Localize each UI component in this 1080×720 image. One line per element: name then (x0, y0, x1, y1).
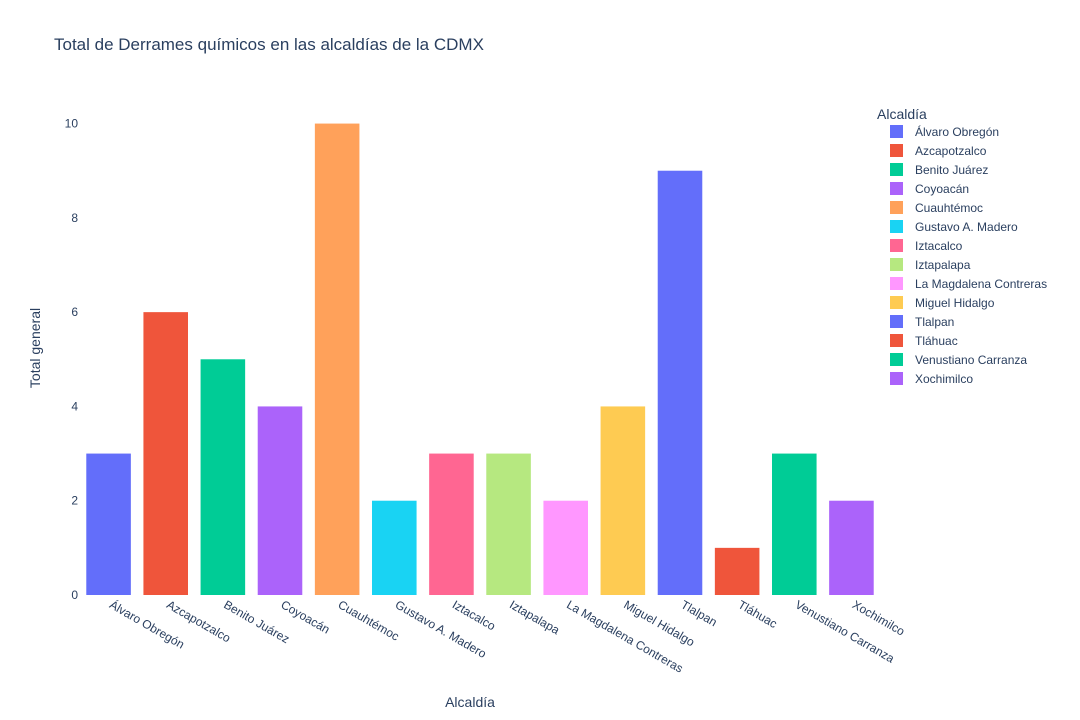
legend: Alcaldía Álvaro Obregón Azcapotzalco Benit… (877, 106, 1047, 386)
x-tick-label: Cuauhtémoc (336, 597, 402, 643)
chart-title: Total de Derrames químicos en las alcald… (54, 35, 484, 54)
legend-item-alvaro-obregon[interactable]: Álvaro Obregón (915, 124, 999, 139)
legend-item-azcapotzalco[interactable]: Azcapotzalco (915, 144, 987, 158)
bar-alvaro-obregon (86, 453, 131, 595)
y-tick-label: 4 (71, 399, 78, 413)
bars (86, 123, 874, 596)
x-tick-label: Tláhuac (736, 597, 780, 630)
legend-item-iztapalapa[interactable]: Iztapalapa (915, 258, 971, 272)
x-tick-label: Iztacalco (450, 597, 498, 633)
x-axis-title: Alcaldía (445, 694, 495, 710)
legend-swatch[interactable] (890, 277, 903, 290)
x-tick-label: Iztapalapa (507, 597, 562, 637)
legend-item-xochimilco[interactable]: Xochimilco (915, 372, 973, 386)
legend-swatch[interactable] (890, 372, 903, 385)
y-tick-label: 0 (71, 588, 78, 602)
legend-item-iztacalco[interactable]: Iztacalco (915, 239, 963, 253)
bar-azcapotzalco (143, 312, 188, 595)
legend-swatch[interactable] (890, 144, 903, 157)
bar-la-magdalena-contreras (543, 500, 588, 595)
legend-swatch[interactable] (890, 220, 903, 233)
legend-swatch[interactable] (890, 258, 903, 271)
y-tick-label: 10 (65, 117, 79, 131)
legend-swatch[interactable] (890, 182, 903, 195)
y-tick-label: 2 (71, 494, 78, 508)
legend-item-tlalpan[interactable]: Tlalpan (915, 315, 954, 329)
legend-swatch[interactable] (890, 334, 903, 347)
bar-gustavo-a-madero (372, 500, 417, 595)
bar-venustiano-carranza (772, 453, 817, 595)
y-axis-title: Total general (27, 308, 43, 388)
legend-swatch[interactable] (890, 353, 903, 366)
legend-item-coyoacan[interactable]: Coyoacán (915, 182, 969, 196)
legend-swatch[interactable] (890, 239, 903, 252)
y-axis-ticks: 0 2 4 6 8 10 (65, 117, 79, 602)
y-tick-label: 8 (71, 211, 78, 225)
bar-tlahuac (714, 547, 760, 595)
legend-swatch[interactable] (890, 163, 903, 176)
legend-swatch[interactable] (890, 201, 903, 214)
legend-item-cuauhtemoc[interactable]: Cuauhtémoc (915, 201, 983, 215)
y-tick-label: 6 (71, 305, 78, 319)
legend-swatch[interactable] (890, 296, 903, 309)
x-tick-label: Tlalpan (679, 597, 720, 629)
legend-item-la-magdalena-contreras[interactable]: La Magdalena Contreras (915, 277, 1047, 291)
legend-item-tlahuac[interactable]: Tláhuac (915, 334, 958, 348)
legend-title: Alcaldía (877, 106, 927, 122)
bar-tlalpan (657, 170, 703, 595)
legend-item-gustavo-a-madero[interactable]: Gustavo A. Madero (915, 220, 1018, 234)
legend-item-venustiano-carranza[interactable]: Venustiano Carranza (915, 353, 1027, 367)
legend-items: Álvaro Obregón Azcapotzalco Benito Juárez C… (890, 124, 1047, 386)
bar-coyoacan (257, 406, 303, 595)
bar-miguel-hidalgo (600, 406, 646, 595)
legend-swatch[interactable] (890, 125, 903, 138)
bar-benito-juarez (200, 359, 246, 595)
bar-iztapalapa (486, 453, 531, 595)
legend-item-miguel-hidalgo[interactable]: Miguel Hidalgo (915, 296, 995, 310)
bar-iztacalco (429, 453, 474, 595)
bar-xochimilco (829, 500, 874, 595)
bar-cuauhtemoc (314, 123, 360, 596)
legend-item-benito-juarez[interactable]: Benito Juárez (915, 163, 988, 177)
legend-swatch[interactable] (890, 315, 903, 328)
x-tick-label: Venustiano Carranza (793, 597, 897, 665)
